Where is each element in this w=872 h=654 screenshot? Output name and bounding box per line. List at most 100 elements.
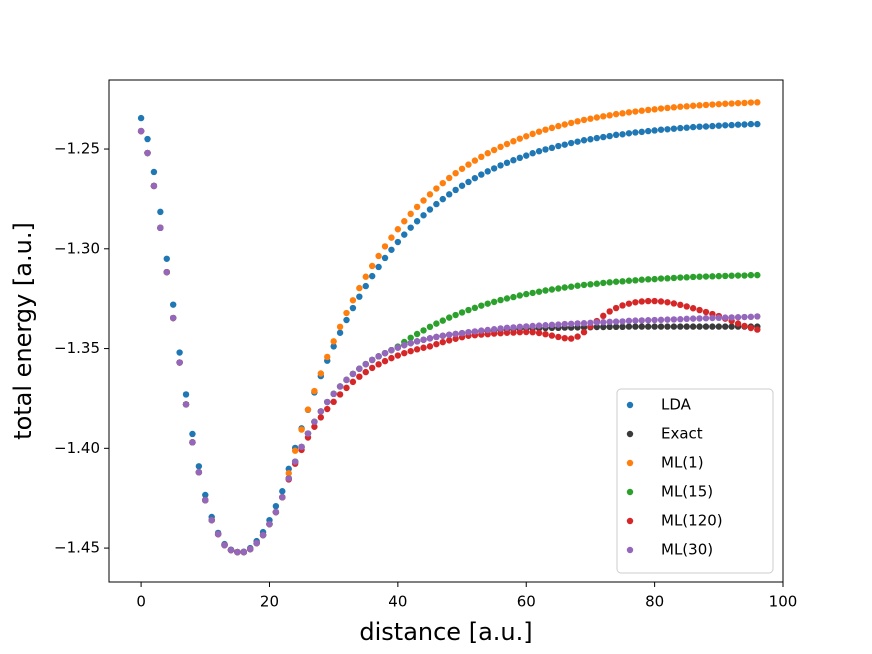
point bbox=[664, 299, 671, 306]
point bbox=[458, 329, 466, 337]
point bbox=[478, 302, 485, 309]
point bbox=[490, 330, 498, 337]
point bbox=[189, 439, 196, 446]
point bbox=[651, 297, 658, 305]
point bbox=[741, 313, 748, 321]
point bbox=[362, 273, 369, 280]
point bbox=[381, 243, 389, 250]
point bbox=[664, 126, 671, 133]
point bbox=[722, 100, 729, 107]
point bbox=[754, 271, 761, 279]
point bbox=[612, 131, 620, 139]
point bbox=[645, 127, 652, 135]
legend-marker bbox=[626, 401, 634, 409]
point bbox=[632, 323, 639, 330]
point bbox=[670, 323, 678, 330]
point bbox=[503, 324, 511, 332]
legend-box bbox=[616, 388, 774, 574]
point bbox=[587, 281, 594, 288]
point bbox=[696, 273, 703, 280]
point bbox=[433, 320, 440, 327]
point bbox=[330, 398, 337, 406]
point bbox=[670, 125, 678, 132]
point bbox=[664, 316, 671, 323]
point bbox=[330, 338, 337, 345]
x-tick-label: 20 bbox=[260, 593, 279, 611]
point bbox=[362, 360, 369, 368]
point bbox=[426, 343, 434, 350]
point bbox=[394, 344, 402, 351]
point bbox=[645, 323, 652, 330]
point bbox=[593, 323, 601, 331]
point bbox=[619, 323, 626, 331]
point bbox=[497, 296, 504, 304]
point bbox=[734, 314, 742, 321]
point bbox=[298, 443, 305, 451]
point bbox=[503, 140, 511, 148]
point bbox=[606, 279, 613, 286]
point bbox=[439, 195, 446, 203]
point bbox=[683, 303, 690, 310]
point bbox=[510, 293, 517, 301]
point bbox=[542, 330, 549, 338]
point bbox=[163, 268, 170, 276]
point bbox=[741, 121, 748, 128]
point bbox=[413, 346, 421, 353]
point bbox=[176, 349, 183, 356]
point bbox=[356, 293, 363, 300]
point bbox=[734, 99, 742, 107]
point bbox=[542, 126, 549, 133]
point bbox=[336, 383, 344, 390]
point bbox=[420, 212, 427, 219]
point bbox=[555, 285, 562, 292]
point bbox=[523, 328, 530, 336]
point bbox=[677, 316, 684, 323]
y-tick-label: −1.40 bbox=[54, 439, 100, 457]
point bbox=[317, 414, 325, 421]
point bbox=[664, 104, 671, 112]
legend-marker bbox=[626, 488, 634, 496]
point bbox=[625, 109, 633, 116]
point bbox=[632, 277, 639, 284]
point bbox=[478, 171, 485, 178]
point bbox=[426, 335, 434, 342]
point bbox=[612, 278, 620, 285]
point bbox=[381, 349, 389, 357]
point bbox=[523, 133, 530, 140]
point bbox=[407, 224, 414, 231]
point bbox=[677, 103, 684, 110]
point bbox=[433, 333, 440, 341]
point bbox=[516, 135, 524, 142]
legend-marker bbox=[626, 517, 634, 525]
point bbox=[490, 165, 498, 172]
point bbox=[574, 138, 581, 145]
point bbox=[555, 333, 562, 341]
point bbox=[548, 124, 556, 132]
point bbox=[471, 304, 479, 312]
point bbox=[317, 370, 325, 377]
point bbox=[176, 359, 183, 366]
point bbox=[567, 119, 575, 127]
legend-label: Exact bbox=[661, 425, 703, 443]
point bbox=[304, 430, 312, 437]
point bbox=[606, 308, 613, 315]
point bbox=[497, 143, 504, 151]
point bbox=[715, 100, 723, 108]
point bbox=[702, 101, 710, 109]
point bbox=[619, 278, 626, 285]
point bbox=[535, 128, 543, 135]
point bbox=[272, 508, 280, 516]
point bbox=[407, 347, 414, 355]
point bbox=[356, 284, 363, 292]
point bbox=[580, 320, 588, 327]
point bbox=[754, 313, 761, 320]
point bbox=[651, 275, 658, 283]
point bbox=[709, 314, 716, 322]
point bbox=[747, 271, 755, 279]
point bbox=[722, 122, 729, 129]
point bbox=[612, 304, 620, 312]
point bbox=[580, 281, 588, 289]
point bbox=[343, 309, 350, 317]
point bbox=[645, 276, 652, 283]
point bbox=[465, 161, 472, 168]
